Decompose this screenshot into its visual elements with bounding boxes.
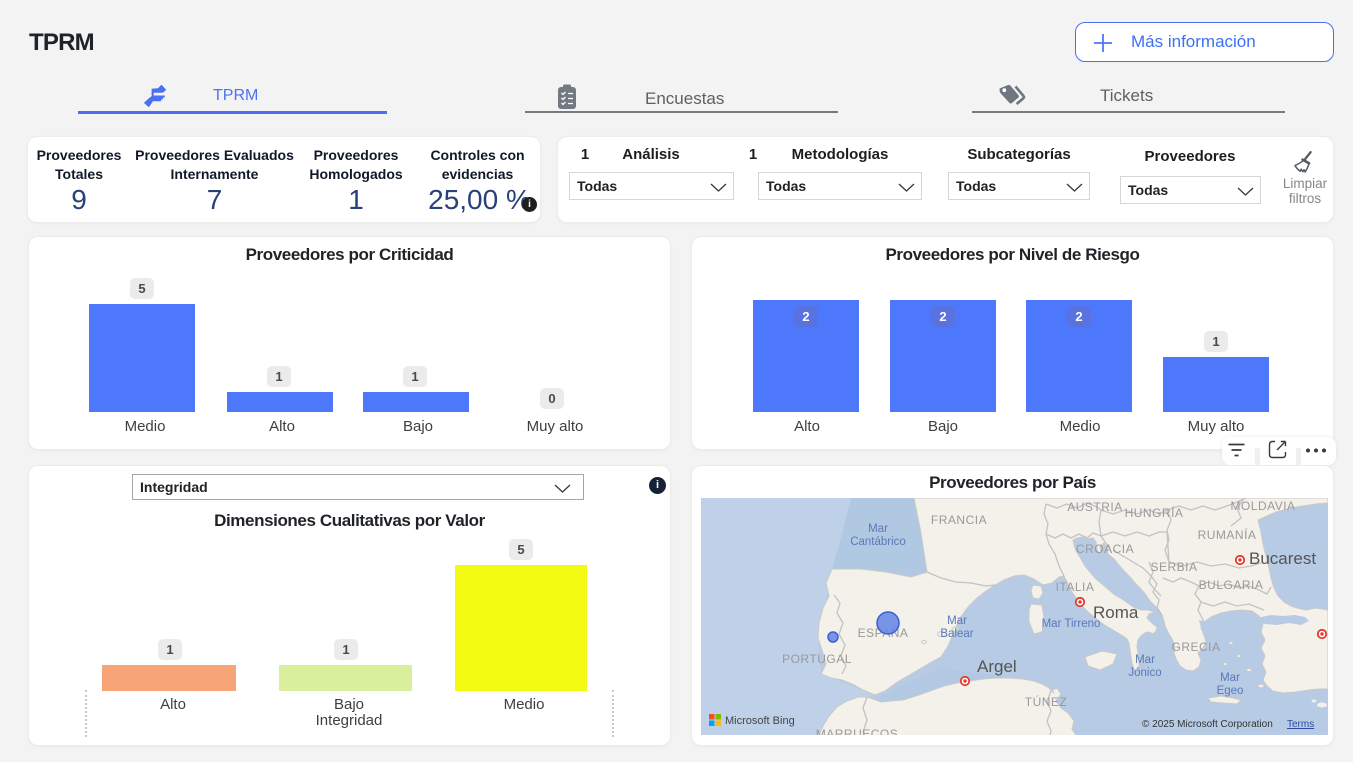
svg-text:Mar: Mar bbox=[868, 523, 888, 535]
svg-text:RUMANÍA: RUMANÍA bbox=[1198, 527, 1257, 542]
svg-text:Egeo: Egeo bbox=[1217, 685, 1244, 697]
svg-text:Jónico: Jónico bbox=[1128, 667, 1161, 679]
svg-text:Mar: Mar bbox=[1220, 672, 1240, 684]
svg-text:AUSTRIA: AUSTRIA bbox=[1067, 500, 1123, 514]
svg-text:Balear: Balear bbox=[940, 628, 973, 640]
svg-text:CROACIA: CROACIA bbox=[1076, 542, 1134, 556]
svg-text:Mar Tirreno: Mar Tirreno bbox=[1042, 618, 1101, 630]
svg-text:Mar: Mar bbox=[947, 615, 967, 627]
svg-text:MOLDAVIA: MOLDAVIA bbox=[1230, 499, 1295, 513]
svg-text:SERBIA: SERBIA bbox=[1150, 560, 1197, 574]
svg-text:PORTUGAL: PORTUGAL bbox=[782, 652, 852, 666]
svg-text:Microsoft Bing: Microsoft Bing bbox=[725, 715, 795, 727]
svg-text:GRECIA: GRECIA bbox=[1171, 640, 1220, 654]
svg-text:TÚNEZ: TÚNEZ bbox=[1025, 694, 1068, 709]
svg-text:Mar: Mar bbox=[1135, 654, 1155, 666]
svg-text:FRANCIA: FRANCIA bbox=[931, 513, 987, 527]
svg-text:MARRUECOS: MARRUECOS bbox=[816, 727, 899, 735]
svg-text:Cantábrico: Cantábrico bbox=[850, 536, 906, 548]
svg-text:Argel: Argel bbox=[977, 657, 1017, 676]
svg-text:ITALIA: ITALIA bbox=[1056, 580, 1095, 594]
svg-text:HUNGRÍA: HUNGRÍA bbox=[1125, 505, 1184, 520]
svg-text:BULGARIA: BULGARIA bbox=[1199, 578, 1264, 592]
svg-text:Bucarest: Bucarest bbox=[1249, 549, 1316, 568]
svg-text:Terms: Terms bbox=[1287, 719, 1314, 730]
svg-text:© 2025 Microsoft Corporation: © 2025 Microsoft Corporation bbox=[1142, 719, 1273, 730]
svg-text:Roma: Roma bbox=[1093, 603, 1139, 622]
